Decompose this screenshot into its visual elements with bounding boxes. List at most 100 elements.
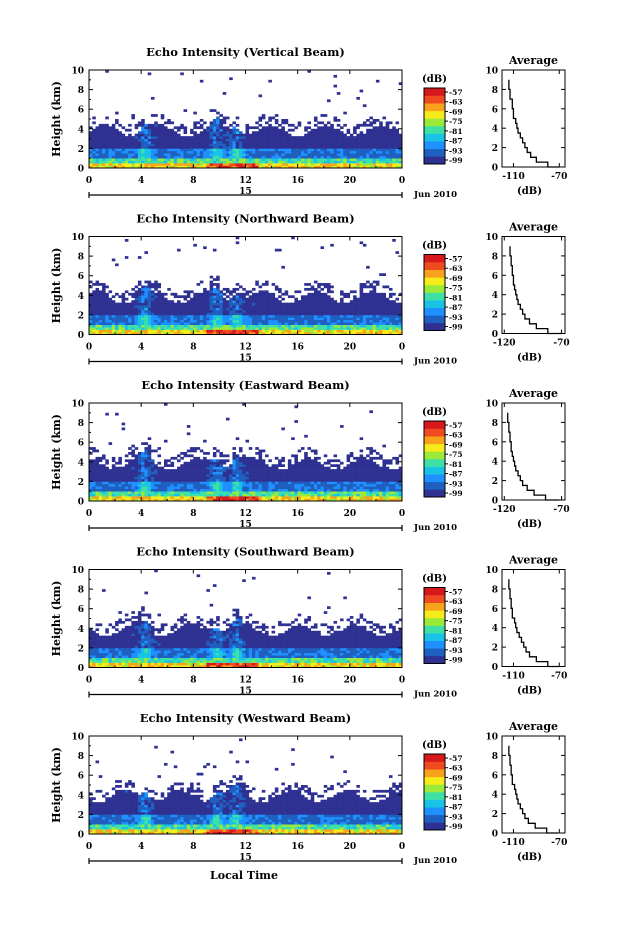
heatmap-cell: [382, 315, 386, 318]
heatmap-cell: [294, 320, 298, 323]
heatmap-cell: [190, 139, 194, 142]
heatmap-cell: [148, 447, 152, 450]
heatmap-cell: [376, 298, 380, 301]
heatmap-cell: [389, 295, 393, 298]
heatmap-cell: [131, 325, 135, 328]
heatmap-cell: [203, 459, 207, 462]
heatmap-cell: [320, 484, 324, 487]
heatmap-cell: [249, 153, 253, 156]
heatmap-cell: [320, 477, 324, 480]
heatmap-cell: [307, 156, 311, 159]
heatmap-cell: [115, 486, 119, 489]
heatmap-cell: [334, 129, 338, 132]
heatmap-cell: [96, 494, 100, 497]
heatmap-cell: [376, 146, 380, 149]
heatmap-cell: [174, 457, 178, 460]
heatmap-cell: [242, 474, 246, 477]
heatmap-cell: [144, 136, 148, 139]
heatmap-cell: [379, 153, 383, 156]
heatmap-cell: [92, 325, 96, 328]
heatmap-cell: [304, 489, 308, 492]
heatmap-cell: [327, 491, 331, 494]
heatmap-cell: [232, 325, 236, 328]
heatmap-cell: [291, 467, 295, 470]
heatmap-cell: [334, 322, 338, 325]
heatmap-cell: [223, 305, 227, 308]
heatmap-cell: [184, 298, 188, 301]
heatmap-cell: [109, 494, 113, 497]
heatmap-cell: [265, 151, 269, 154]
heatmap-cell: [262, 293, 266, 296]
heatmap-cell: [115, 146, 119, 149]
heatmap-cell: [242, 295, 246, 298]
heatmap-cell: [382, 320, 386, 323]
heatmap-cell: [164, 153, 168, 156]
heatmap-cell: [213, 303, 217, 306]
heatmap-cell: [327, 479, 331, 482]
heatmap-cell: [392, 305, 396, 308]
heatmap-cell: [223, 467, 227, 470]
heatmap-cell: [167, 139, 171, 142]
heatmap-cell: [197, 484, 201, 487]
heatmap-cell: [363, 124, 367, 127]
heatmap-cell: [379, 308, 383, 311]
heatmap-cell: [340, 303, 344, 306]
heatmap-cell: [154, 489, 158, 492]
heatmap-cell: [92, 484, 96, 487]
heatmap-cell: [190, 300, 194, 303]
heatmap-cell: [171, 469, 175, 472]
heatmap-cell: [99, 131, 103, 134]
heatmap-cell: [320, 494, 324, 497]
heatmap-cell: [272, 131, 276, 134]
heatmap-cell: [210, 129, 214, 132]
heatmap-cell: [386, 317, 390, 320]
heatmap-cell: [131, 161, 135, 164]
heatmap-cell: [386, 148, 390, 151]
heatmap-cell: [307, 305, 311, 308]
heatmap-ylabel: Height (km): [50, 81, 63, 157]
heatmap-cell: [298, 151, 302, 154]
heatmap-cell: [203, 293, 207, 296]
heatmap-cell: [249, 144, 253, 147]
heatmap-cell: [353, 131, 357, 134]
heatmap-cell: [171, 496, 175, 499]
heatmap-cell: [376, 163, 380, 166]
heatmap-cell: [337, 327, 341, 330]
heatmap-cell: [330, 327, 334, 330]
heatmap-cell: [272, 146, 276, 149]
heatmap-cell: [177, 317, 181, 320]
heatmap-cell: [363, 325, 367, 328]
heatmap-cell: [298, 290, 302, 293]
heatmap-cell: [200, 141, 204, 144]
heatmap-cell: [112, 129, 116, 132]
heatmap-cell: [382, 158, 386, 161]
heatmap-cell: [112, 481, 116, 484]
heatmap-cell: [161, 312, 165, 315]
heatmap-cell: [157, 139, 161, 142]
heatmap-cell: [187, 139, 191, 142]
heatmap-cell: [99, 322, 103, 325]
heatmap-cell: [96, 300, 100, 303]
heatmap-cell: [311, 293, 315, 296]
heatmap-cell: [278, 496, 282, 499]
heatmap-cell: [89, 141, 93, 144]
heatmap-cell: [223, 136, 227, 139]
heatmap-cell: [373, 290, 377, 293]
heatmap-cell: [395, 310, 399, 313]
heatmap-cell: [281, 315, 285, 318]
heatmap-cell: [334, 305, 338, 308]
heatmap-cell: [239, 295, 243, 298]
heatmap-cell: [304, 457, 308, 460]
heatmap-cell: [216, 462, 220, 465]
heatmap-cell: [177, 454, 181, 457]
heatmap-cell: [249, 310, 253, 313]
heatmap-cell: [307, 496, 311, 499]
heatmap-cell: [246, 303, 250, 306]
heatmap-cell: [203, 464, 207, 467]
heatmap-cell: [288, 312, 292, 315]
heatmap-cell: [96, 163, 100, 166]
heatmap-cell: [301, 469, 305, 472]
heatmap-cell: [154, 474, 158, 477]
heatmap-cell: [242, 141, 246, 144]
heatmap-cell: [386, 308, 390, 311]
